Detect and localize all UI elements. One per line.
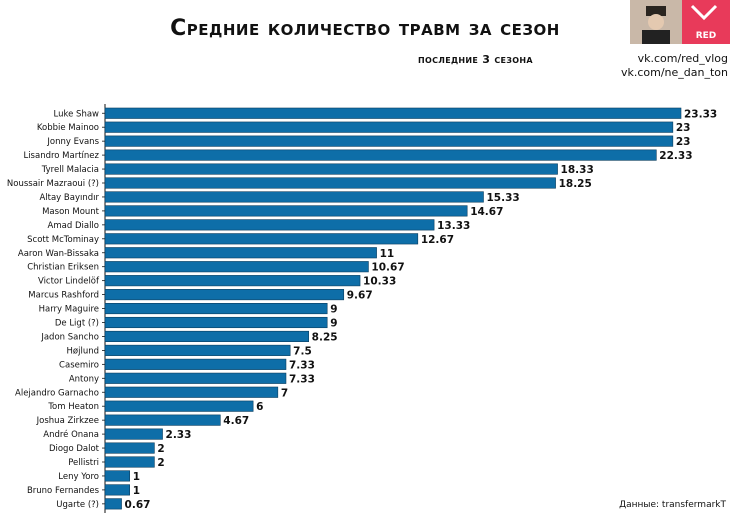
bar xyxy=(104,135,674,147)
value-label: 1 xyxy=(133,471,140,483)
value-label: 1 xyxy=(133,485,140,497)
value-label: 15.33 xyxy=(486,192,519,204)
value-label: 23 xyxy=(676,136,691,148)
bar xyxy=(104,275,361,287)
bar xyxy=(104,303,328,315)
chart-title: Средние количество травм за сезон xyxy=(170,16,560,41)
value-label: 18.33 xyxy=(561,164,594,176)
bar xyxy=(104,261,369,273)
category-label: Diogo Dalot xyxy=(49,444,100,454)
value-label: 2 xyxy=(157,443,164,455)
category-label: Antony xyxy=(69,374,99,384)
value-label: 2 xyxy=(157,457,164,469)
value-label: 23 xyxy=(676,122,691,134)
category-label: Joshua Zirkzee xyxy=(36,416,99,426)
category-label: Lisandro Martínez xyxy=(23,151,99,161)
bar-chart: Luke Shaw 23.33 Kobbie Mainoo 23 Jonny Evans… xyxy=(7,104,717,513)
value-label: 18.25 xyxy=(559,178,592,190)
bar xyxy=(104,289,345,301)
value-label: 0.67 xyxy=(125,499,151,511)
bar xyxy=(104,163,558,175)
bar xyxy=(104,247,377,259)
category-label: Mason Mount xyxy=(42,207,100,217)
category-label: Aaron Wan-Bissaka xyxy=(18,249,99,259)
category-label: Leny Yoro xyxy=(58,472,99,482)
category-label: Ugarte (?) xyxy=(56,500,99,510)
category-label: Alejandro Garnacho xyxy=(15,388,99,398)
value-label: 10.33 xyxy=(363,276,396,288)
value-label: 9.67 xyxy=(347,290,373,302)
bar xyxy=(104,414,221,426)
value-label: 6 xyxy=(256,401,263,413)
bar xyxy=(104,386,279,398)
bar xyxy=(104,233,419,245)
value-label: 7.5 xyxy=(293,345,312,357)
bar xyxy=(104,428,163,440)
bar xyxy=(104,372,287,384)
bar xyxy=(104,484,130,496)
bar xyxy=(104,330,309,342)
category-label: Luke Shaw xyxy=(54,109,100,119)
bar xyxy=(104,107,682,119)
category-label: Jonny Evans xyxy=(46,137,99,147)
bar xyxy=(104,191,484,203)
value-label: 22.33 xyxy=(659,150,692,162)
category-label: Christian Eriksen xyxy=(27,263,99,273)
value-label: 11 xyxy=(380,248,395,260)
category-label: Noussair Mazraoui (?) xyxy=(7,179,99,189)
bar xyxy=(104,205,468,217)
data-source-note: Данные: transfermarkT xyxy=(619,500,726,510)
red-vlog-logo: RED xyxy=(630,0,730,44)
bar xyxy=(104,442,155,454)
bar xyxy=(104,149,657,161)
value-label: 8.25 xyxy=(312,331,338,343)
value-label: 2.33 xyxy=(166,429,192,441)
value-label: 12.67 xyxy=(421,234,454,246)
category-label: Harry Maguire xyxy=(39,305,99,315)
value-label: 10.67 xyxy=(371,262,404,274)
category-label: Pellistri xyxy=(68,458,99,468)
category-label: Kobbie Mainoo xyxy=(37,123,99,133)
category-label: Scott McTominay xyxy=(27,235,99,245)
bar xyxy=(104,470,130,482)
chart-subtitle: последние 3 сезона xyxy=(418,53,533,66)
category-label: Jadon Sancho xyxy=(40,332,99,342)
category-label: De Ligt (?) xyxy=(55,319,99,329)
category-label: Marcus Rashford xyxy=(28,291,99,301)
bar xyxy=(104,316,328,329)
value-label: 9 xyxy=(330,304,337,316)
logo-text: RED xyxy=(696,31,717,41)
vk-link-ne-dan-ton[interactable]: vk.com/ne_dan_ton xyxy=(620,66,728,79)
category-label: Altay Bayındır xyxy=(39,193,99,203)
bar xyxy=(104,400,254,412)
category-label: Bruno Fernandes xyxy=(27,486,100,496)
bar xyxy=(104,344,291,356)
value-label: 7.33 xyxy=(289,359,315,371)
vk-link-red-vlog[interactable]: vk.com/red_vlog xyxy=(637,52,728,65)
logo-red-panel xyxy=(682,0,730,44)
value-label: 7.33 xyxy=(289,373,315,385)
category-label: Amad Diallo xyxy=(48,221,99,231)
bar xyxy=(104,219,435,231)
bar xyxy=(104,358,287,370)
category-label: Casemiro xyxy=(59,360,99,370)
category-label: Tyrell Malacia xyxy=(41,165,99,175)
value-label: 7 xyxy=(281,387,288,399)
value-label: 4.67 xyxy=(223,415,249,427)
category-label: Victor Lindelöf xyxy=(38,277,100,287)
category-label: Højlund xyxy=(67,346,100,356)
bar xyxy=(104,498,122,510)
value-label: 13.33 xyxy=(437,220,470,232)
bar xyxy=(104,177,556,189)
category-label: Tom Heaton xyxy=(47,402,99,412)
value-label: 9 xyxy=(330,318,337,330)
category-label: André Onana xyxy=(43,429,99,440)
bar xyxy=(104,121,674,133)
value-label: 23.33 xyxy=(684,108,717,120)
bar xyxy=(104,456,155,468)
value-label: 14.67 xyxy=(470,206,503,218)
